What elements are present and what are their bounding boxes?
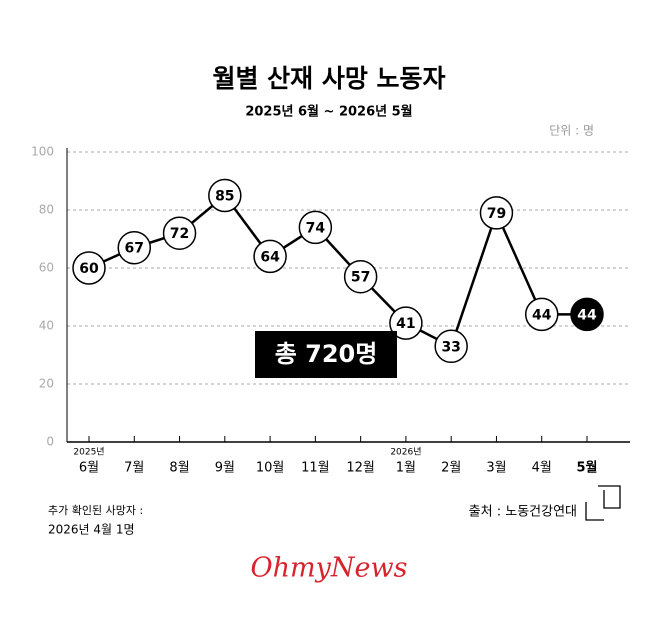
data-label: 44: [577, 307, 597, 323]
x-tick-label: 9월: [215, 461, 235, 476]
annotation: 총 720명: [275, 340, 378, 368]
data-label: 41: [396, 316, 415, 332]
logo: OhmyNews: [251, 553, 408, 584]
data-label: 72: [170, 226, 189, 242]
point: [162, 216, 197, 250]
x-tick-label: 11월: [301, 461, 330, 476]
data-label: 67: [125, 241, 144, 257]
data-label: 57: [351, 270, 370, 286]
point: [434, 329, 468, 364]
point: [389, 306, 423, 340]
point: [72, 251, 106, 285]
point: [524, 297, 559, 332]
point: [298, 210, 333, 245]
chart-subtitle: 2025년 6월 ~ 2026년 5월: [245, 104, 412, 120]
x-tick-label: 10월: [256, 461, 285, 476]
x-tick-label: 5월: [576, 460, 597, 476]
x-tick-label: 1월: [396, 461, 416, 476]
point: [343, 259, 378, 294]
y-tick-label: 80: [39, 203, 54, 217]
logo-icon: [585, 485, 621, 521]
unit-label: 단위 : 명: [549, 124, 594, 138]
year-label: 2026년: [390, 447, 421, 458]
x-tick-label: 7월: [124, 461, 144, 476]
x-tick-label: 4월: [532, 461, 552, 476]
data-label: 33: [441, 339, 460, 355]
data-label: 74: [306, 220, 326, 236]
x-tick-label: 6월: [79, 461, 99, 476]
y-tick-label: 40: [39, 319, 54, 333]
data-label: 60: [79, 261, 99, 277]
data-label: 64: [260, 249, 280, 265]
x-tick-label: 2월: [441, 461, 461, 476]
point: [570, 297, 604, 332]
source: 출처 : 노동건강연대: [469, 505, 577, 520]
point: [253, 239, 287, 274]
data-label: 85: [215, 189, 234, 205]
annotation-box: [255, 331, 397, 378]
point: [479, 196, 514, 230]
footnote: 2026년 4월 1명: [48, 523, 135, 537]
y-tick-label: 20: [39, 377, 54, 391]
data-label: 79: [487, 206, 506, 222]
y-tick-label: 0: [46, 435, 54, 449]
x-tick-label: 12월: [346, 461, 375, 476]
x-tick-label: 8월: [169, 461, 189, 476]
point: [117, 230, 152, 265]
chart-title: 월별 산재 사망 노동자: [212, 64, 445, 93]
y-tick-label: 100: [31, 145, 54, 159]
y-tick-label: 60: [39, 261, 54, 275]
footnote: 추가 확인된 사망자 :: [48, 504, 143, 517]
x-tick-label: 3월: [486, 461, 506, 476]
year-label: 2025년: [73, 447, 104, 458]
point: [208, 178, 242, 213]
data-label: 44: [532, 307, 552, 323]
